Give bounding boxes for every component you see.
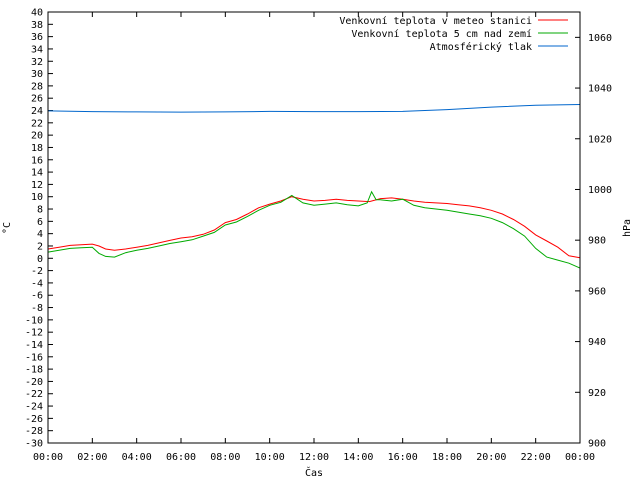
y-tick-label: -20 (25, 377, 43, 388)
y-tick-label: -12 (25, 328, 43, 339)
axis-ticks (47, 11, 581, 444)
y-tick-label: -2 (31, 266, 43, 277)
y2-tick-label: 1000 (588, 185, 612, 196)
y-tick-label: -4 (31, 278, 43, 289)
x-tick-label: 16:00 (388, 452, 418, 463)
x-tick-label: 22:00 (521, 452, 551, 463)
x-tick-label: 00:00 (565, 452, 595, 463)
x-tick-label: 20:00 (476, 452, 506, 463)
y-tick-label: 0 (37, 254, 43, 265)
y-tick-label: 4 (37, 229, 43, 240)
y-tick-label: 22 (31, 118, 43, 129)
y-tick-label: 24 (31, 106, 43, 117)
y-tick-label: 10 (31, 192, 43, 203)
y2-tick-label: 1020 (588, 134, 612, 145)
x-tick-label: 06:00 (166, 452, 196, 463)
y-tick-label: 8 (37, 205, 43, 216)
legend: Venkovní teplota v meteo stanici Venkovn… (339, 15, 568, 53)
y-tick-label: 12 (31, 180, 43, 191)
y-tick-label: -24 (25, 402, 43, 413)
x-tick-label: 08:00 (210, 452, 240, 463)
y-tick-label: 6 (37, 217, 43, 228)
x-tick-label: 10:00 (255, 452, 285, 463)
legend-label-3: Atmosférický tlak (430, 41, 532, 53)
y-tick-label: 20 (31, 131, 43, 142)
y-axis-label: °C (2, 222, 13, 234)
y-tick-label: -18 (25, 365, 43, 376)
y-tick-label: 30 (31, 69, 43, 80)
y-tick-label: 36 (31, 32, 43, 43)
axis-tick-labels: 4038363432302826242220181614121086420-2-… (25, 8, 612, 464)
x-axis-label: Čas (305, 466, 323, 479)
y-tick-label: -22 (25, 389, 43, 400)
y-tick-label: -26 (25, 414, 43, 425)
y2-tick-label: 940 (588, 337, 606, 348)
y-tick-label: -10 (25, 315, 43, 326)
y-tick-label: -6 (31, 291, 43, 302)
y-tick-label: -16 (25, 352, 43, 363)
x-tick-label: 00:00 (33, 452, 63, 463)
x-tick-label: 18:00 (432, 452, 462, 463)
y-tick-label: 26 (31, 94, 43, 105)
y-tick-label: 16 (31, 155, 43, 166)
y-tick-label: 40 (31, 8, 43, 19)
y-tick-label: -30 (25, 439, 43, 450)
y2-tick-label: 960 (588, 286, 606, 297)
y-tick-label: -14 (25, 340, 43, 351)
y2-tick-label: 1040 (588, 84, 612, 95)
y-tick-label: 38 (31, 20, 43, 31)
series-line-2 (47, 190, 581, 269)
series-lines (47, 104, 581, 269)
x-tick-label: 14:00 (343, 452, 373, 463)
y2-tick-label: 900 (588, 439, 606, 450)
legend-label-2: Venkovní teplota 5 cm nad zemí (351, 28, 532, 40)
y-tick-label: -28 (25, 426, 43, 437)
y2-tick-label: 980 (588, 236, 606, 247)
y-tick-label: 14 (31, 168, 43, 179)
y-tick-label: 2 (37, 241, 43, 252)
y2-tick-label: 920 (588, 388, 606, 399)
y-tick-label: 32 (31, 57, 43, 68)
x-tick-label: 02:00 (77, 452, 107, 463)
y-tick-label: 28 (31, 81, 43, 92)
plot-frame (47, 11, 581, 444)
x-tick-label: 12:00 (299, 452, 329, 463)
y2-tick-label: 1060 (588, 33, 612, 44)
legend-label-1: Venkovní teplota v meteo stanici (339, 15, 532, 27)
y-tick-label: 34 (31, 44, 43, 55)
series-line-1 (47, 196, 581, 259)
y-tick-label: 18 (31, 143, 43, 154)
y2-axis-label: hPa (622, 219, 633, 237)
series-line-3 (47, 104, 581, 113)
x-tick-label: 04:00 (122, 452, 152, 463)
y-tick-label: -8 (31, 303, 43, 314)
